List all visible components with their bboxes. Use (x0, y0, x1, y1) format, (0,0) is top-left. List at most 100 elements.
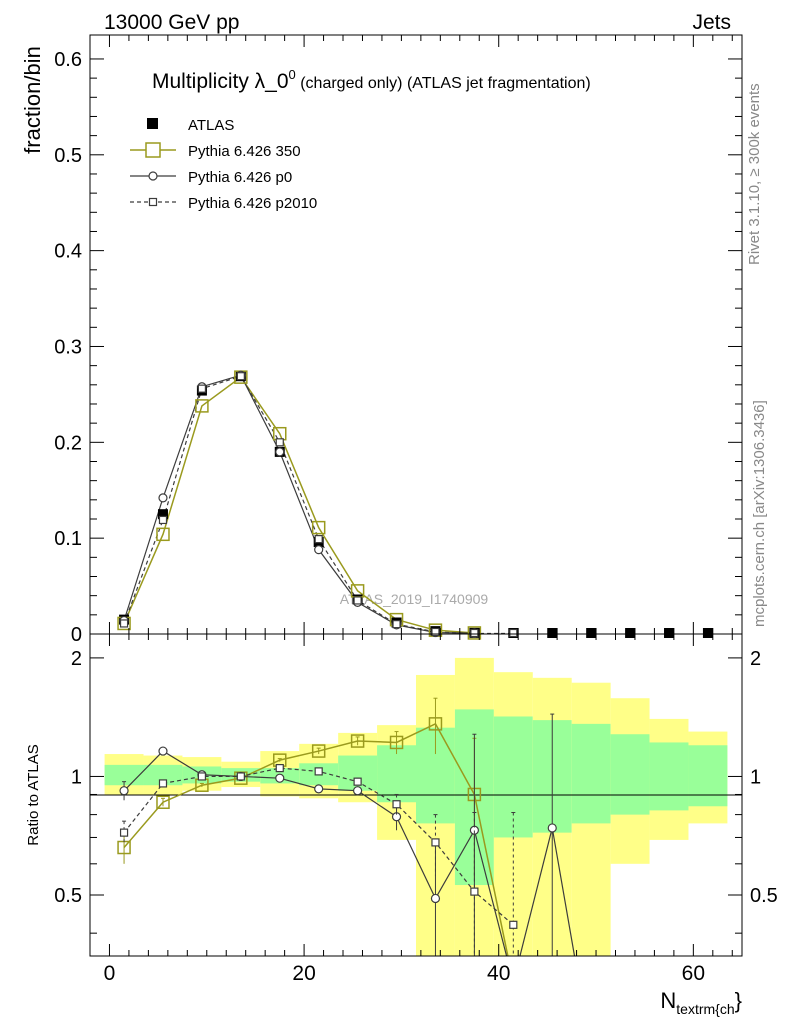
pythia-p2010-point (392, 620, 401, 629)
x-tick-label: 0 (104, 962, 116, 985)
ratio-band-inner (493, 716, 533, 838)
ratio-y-tick-label-left: 0.5 (54, 885, 82, 907)
ratio-y-tick-label-left: 2 (71, 648, 82, 670)
pythia-350-ratio-point (428, 717, 443, 731)
x-axis-label-subscript: textrm{ch (676, 1001, 734, 1017)
pythia-p0-ratio-point (275, 773, 285, 783)
pythia-p2010-point (431, 627, 440, 637)
ratio-y-tick-label-right: 2 (750, 648, 761, 670)
pythia-p0-point (158, 493, 168, 503)
ratio-band-inner (143, 764, 183, 786)
ratio-data-layer (117, 697, 576, 956)
pythia-350-ratio-point (389, 735, 404, 750)
main-y-tick-label: 0.2 (54, 432, 82, 454)
legend-p2010-marker (148, 197, 158, 207)
ratio-band-inner (688, 745, 728, 807)
pythia-p0-ratio-point (158, 746, 168, 756)
pythia-350-point (156, 527, 170, 542)
title-main: Multiplicity λ_0 (152, 70, 289, 93)
header-energy-label: 13000 GeV pp (104, 11, 239, 34)
pythia-p2010-point (119, 619, 129, 628)
x-axis-label-tail: } (735, 988, 742, 1013)
ratio-band-inner (377, 745, 416, 803)
x-tick-label: 20 (292, 962, 315, 985)
pythia-350-line (123, 376, 475, 634)
main-y-tick-label: 0.4 (54, 241, 82, 263)
ratio-band-inner (610, 734, 650, 815)
main-y-axis-label: fraction/bin (20, 46, 45, 154)
pythia-p2010-point (236, 372, 245, 381)
legend-p0-label: Pythia 6.426 p0 (188, 169, 292, 186)
pythia-p2010-ratio-point (314, 767, 323, 776)
atlas-data-point (547, 628, 558, 638)
pythia-350-point (311, 520, 326, 535)
pythia-p2010-ratio-point (197, 772, 207, 781)
pythia-p0-ratio-point (314, 784, 324, 794)
pythia-350-ratio-point (311, 744, 326, 758)
title-superscript: 0 (289, 67, 296, 82)
ratio-band-inner (649, 742, 689, 811)
pythia-350-ratio-point (117, 840, 131, 855)
pythia-p2010-ratio-point (236, 772, 245, 781)
atlas-data-point (664, 628, 675, 638)
pythia-p2010-point (275, 438, 284, 447)
pythia-p0-ratio-point (430, 893, 441, 904)
main-y-tick-label: 0.3 (54, 336, 82, 358)
x-axis-label: Ntextrm{ch} (660, 988, 742, 1017)
main-title: Multiplicity λ_00 (charged only) (ATLAS … (152, 67, 591, 93)
pythia-p2010-ratio-point (275, 764, 284, 773)
pythia-p2010-ratio-point (353, 777, 362, 786)
pythia-350-ratio-point (195, 778, 209, 792)
pythia-p0-ratio-point (547, 823, 557, 833)
x-tick-label: 60 (682, 962, 705, 985)
pythia-p2010-point (314, 535, 323, 544)
main-y-tick-label: 0 (71, 624, 82, 646)
legend: ATLAS Pythia 6.426 350 Pythia 6.426 p0 P… (130, 117, 317, 212)
atlas-data-point (157, 509, 168, 520)
pythia-p0-point (275, 447, 285, 457)
pythia-350-point (467, 626, 482, 640)
pythia-p2010-ratio-point (392, 800, 401, 809)
atlas-data-point (702, 628, 713, 638)
legend-p350-label: Pythia 6.426 350 (188, 143, 301, 160)
pythia-p0-point (314, 545, 324, 555)
pythia-p0-ratio-point (119, 786, 129, 796)
legend-p350-marker (145, 142, 161, 158)
atlas-data-point (625, 628, 636, 638)
pythia-p2010-ratio-point (119, 828, 129, 837)
ratio-frame (89, 633, 743, 957)
main-data-layer (117, 370, 713, 640)
main-y-tick-label: 0.6 (54, 49, 82, 71)
ratio-panel: 0 20 40 60 0.5 0.5 1 1 2 2 Ratio to ATLAS Ntextrm… (25, 633, 778, 1017)
ratio-band-inner (571, 723, 611, 824)
pythia-p2010-point (470, 628, 479, 638)
pythia-p2010-point (353, 596, 362, 605)
pythia-p0-ratio-point (353, 786, 363, 796)
pythia-p2010-point (158, 515, 168, 525)
pythia-p2010-point (509, 628, 518, 638)
ratio-axes: 0 20 40 60 0.5 0.5 1 1 2 2 (54, 634, 778, 985)
legend-atlas-marker (147, 118, 158, 129)
title-suffix: (charged only) (ATLAS jet fragmentation) (296, 75, 591, 92)
pythia-p2010-ratio-point (158, 779, 168, 788)
main-y-tick-label: 0.1 (54, 528, 82, 550)
pythia-350-point (350, 584, 365, 598)
pythia-350-ratio-point (156, 795, 170, 809)
x-tick-label: 40 (487, 962, 510, 985)
pythia-p2010-ratio-point (509, 920, 518, 929)
pythia-350-ratio-point (350, 734, 365, 748)
ratio-y-axis-label: Ratio to ATLAS (25, 744, 42, 845)
legend-atlas-label: ATLAS (188, 117, 234, 134)
pythia-p2010-ratio-point (470, 887, 479, 896)
main-y-tick-label: 0.5 (54, 145, 82, 167)
pythia-350-point (273, 426, 287, 441)
ratio-y-tick-label-left: 1 (71, 766, 82, 788)
x-axis-label-main: N (660, 988, 676, 1013)
pythia-p2010-ratio-point (431, 838, 440, 847)
pythia-p0-line (123, 374, 475, 634)
mcplots-reference-label: mcplots.cern.ch [arXiv:1306.3436] (751, 400, 768, 627)
analysis-watermark: ATLAS_2019_I1740909 (340, 591, 489, 607)
main-panel: ATLAS_2019_I1740909 00.10.20.30.40.50.6 … (20, 34, 743, 646)
legend-p0-marker (148, 171, 158, 181)
